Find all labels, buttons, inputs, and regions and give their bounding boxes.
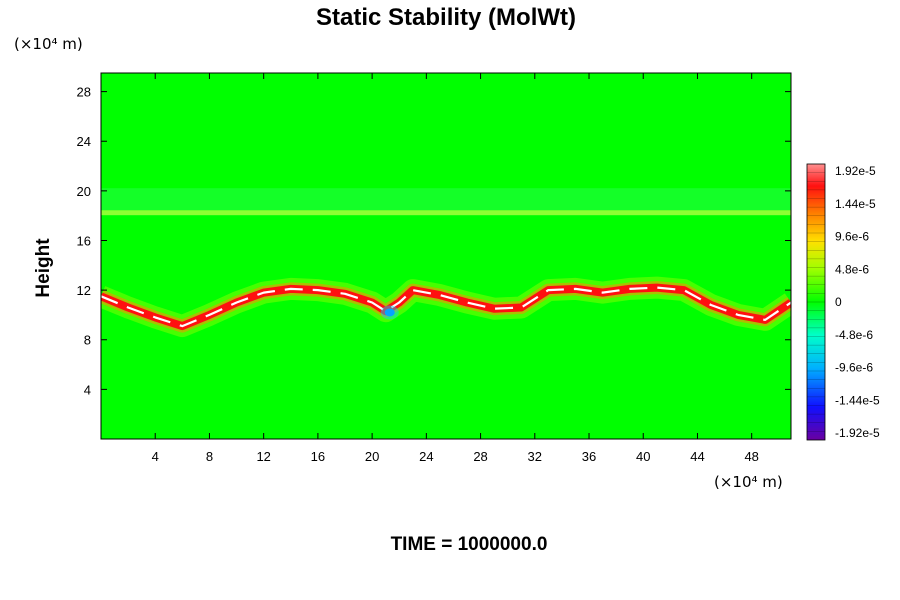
upper-turbulent-zone xyxy=(101,188,791,211)
x-tick-label: 12 xyxy=(256,449,270,464)
y-tick-label: 8 xyxy=(84,333,91,348)
x-tick-label: 24 xyxy=(419,449,433,464)
x-tick-label: 16 xyxy=(311,449,325,464)
y-axis: 4 8 12 16 20 24 28 xyxy=(77,85,791,397)
x-tick-label: 36 xyxy=(582,449,596,464)
chart-title: Static Stability (MolWt) xyxy=(316,4,576,31)
colorbar-label: 4.8e-6 xyxy=(835,262,869,276)
colorbar-label: 9.6e-6 xyxy=(835,230,869,244)
time-label: TIME = 1000000.0 xyxy=(391,534,548,555)
x-tick-label: 28 xyxy=(473,449,487,464)
colorbar: 1.92e-5 1.44e-5 9.6e-6 4.8e-6 0 -4.8e-6 -9.6e-… xyxy=(806,163,880,441)
x-tick-label: 8 xyxy=(206,449,213,464)
y-tick-label: 16 xyxy=(77,233,91,248)
colorbar-label: 0 xyxy=(835,295,842,309)
negative-patch xyxy=(384,308,395,317)
negative-patch-halo xyxy=(380,305,399,320)
colorbar-label: 1.92e-5 xyxy=(835,164,876,178)
colorbar-label: -1.44e-5 xyxy=(835,393,880,407)
tropopause-band xyxy=(101,210,791,216)
ridge-core xyxy=(101,286,791,328)
colorbar-labels: 1.92e-5 1.44e-5 9.6e-6 4.8e-6 0 -4.8e-6 -9.6e-… xyxy=(835,164,880,440)
colorbar-label: -9.6e-6 xyxy=(835,361,873,375)
y-axis-label: Height xyxy=(33,238,54,298)
plot-area xyxy=(100,72,792,440)
colorbar-label: -1.92e-5 xyxy=(835,426,880,440)
x-tick-label: 32 xyxy=(528,449,542,464)
y-tick-label: 12 xyxy=(77,283,91,298)
y-axis-unit: (×10⁴ m) xyxy=(14,35,83,53)
colorbar-label: -4.8e-6 xyxy=(835,328,873,342)
x-tick-label: 48 xyxy=(744,449,758,464)
x-tick-label: 40 xyxy=(636,449,650,464)
x-axis: 4 8 12 16 20 24 28 32 36 40 44 48 xyxy=(152,73,759,464)
x-tick-label: 4 xyxy=(152,449,159,464)
y-tick-label: 28 xyxy=(77,85,91,100)
y-tick-label: 24 xyxy=(77,134,91,149)
plot-background xyxy=(101,73,791,439)
colorbar-label: 1.44e-5 xyxy=(835,197,876,211)
y-tick-label: 4 xyxy=(84,382,91,397)
field-layer xyxy=(101,188,791,338)
y-tick-label: 20 xyxy=(77,184,91,199)
x-tick-label: 44 xyxy=(690,449,704,464)
x-axis-unit: (×10⁴ m) xyxy=(714,473,783,491)
x-tick-label: 20 xyxy=(365,449,379,464)
plot-frame xyxy=(100,72,792,440)
colorbar-divisions xyxy=(807,172,825,432)
